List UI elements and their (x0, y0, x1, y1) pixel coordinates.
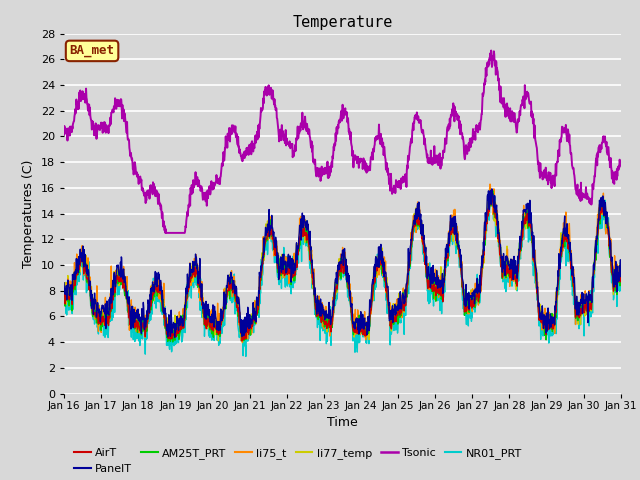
Y-axis label: Temperatures (C): Temperatures (C) (22, 159, 35, 268)
Title: Temperature: Temperature (292, 15, 392, 30)
Legend: AirT, PanelT, AM25T_PRT, li75_t, li77_temp, Tsonic, NR01_PRT: AirT, PanelT, AM25T_PRT, li75_t, li77_te… (70, 444, 527, 478)
X-axis label: Time: Time (327, 416, 358, 429)
Text: BA_met: BA_met (70, 44, 115, 58)
